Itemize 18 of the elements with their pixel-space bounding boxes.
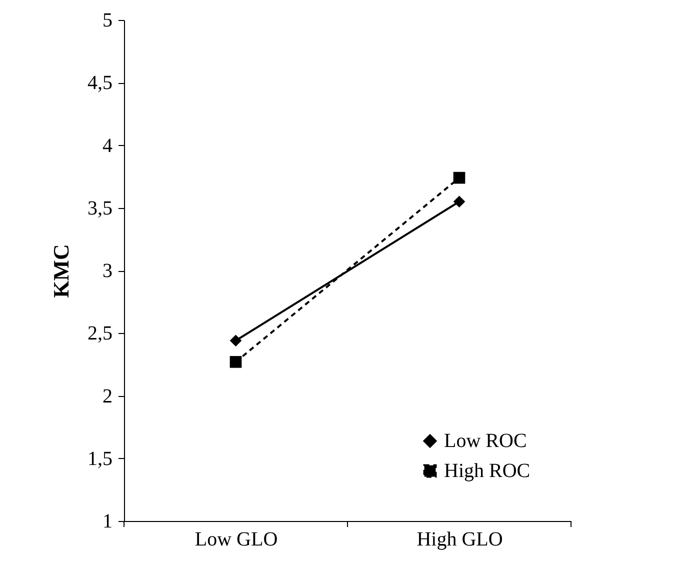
y-tick-label: 1 — [102, 510, 112, 532]
point — [230, 334, 242, 347]
y-tick-label: 3,5 — [88, 197, 112, 220]
y-tick-label: 1,5 — [88, 448, 112, 470]
y-tick-label: 5 — [102, 10, 112, 32]
point — [453, 196, 466, 208]
point — [453, 172, 466, 184]
legend-label: High ROC — [444, 460, 530, 482]
point — [230, 356, 242, 368]
y-tick-label: 2 — [102, 385, 112, 408]
y-tick-label: 3 — [102, 260, 112, 282]
y-tick-label: 2,5 — [88, 322, 112, 345]
x-tick-label: Low GLO — [194, 528, 278, 550]
y-tick-label: 4,5 — [88, 72, 112, 94]
y-tick-label: 4 — [102, 134, 112, 157]
x-tick-label: High GLO — [416, 528, 503, 550]
y-axis-title: KMC — [48, 244, 74, 298]
legend-label: Low ROC — [444, 430, 527, 452]
